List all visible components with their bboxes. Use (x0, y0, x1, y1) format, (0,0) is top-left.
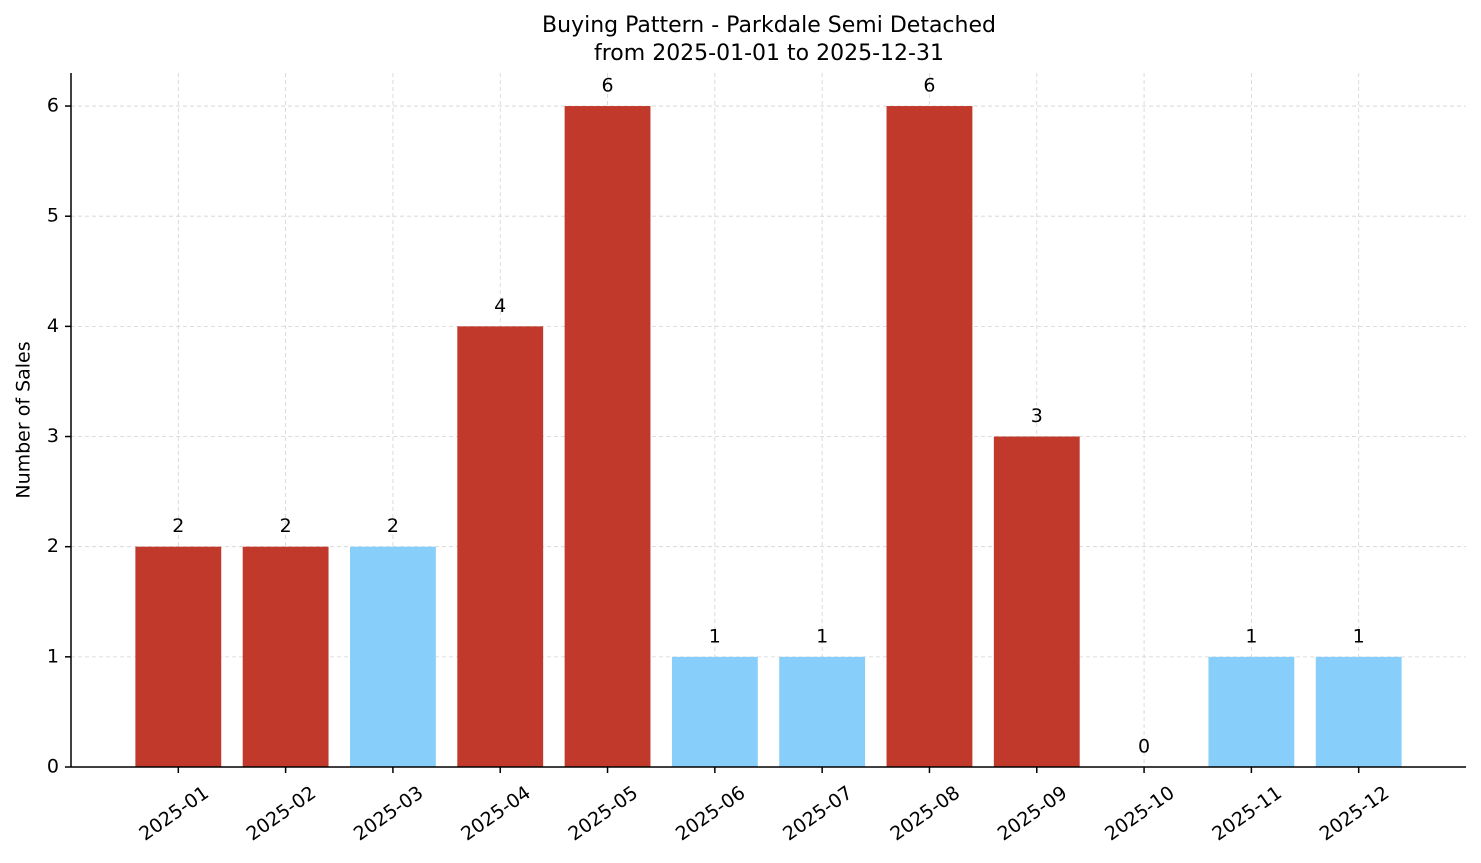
chart-title: Buying Pattern - Parkdale Semi Detached (542, 13, 996, 38)
y-tick-label: 3 (47, 425, 59, 447)
x-tick-label: 2025-12 (1316, 782, 1394, 846)
bar (993, 436, 1080, 767)
bar (671, 656, 758, 767)
x-tick-label: 2025-03 (350, 782, 428, 846)
x-tick-label: 2025-10 (1101, 782, 1179, 846)
x-tick-label: 2025-11 (1208, 782, 1286, 846)
x-tick-label: 2025-06 (672, 782, 750, 846)
y-tick-label: 2 (47, 535, 59, 557)
value-label: 1 (1353, 625, 1365, 647)
value-label: 2 (172, 515, 184, 537)
bar (779, 656, 866, 767)
value-label: 1 (709, 625, 721, 647)
y-axis-label: Number of Sales (13, 341, 35, 498)
y-tick-label: 6 (47, 95, 59, 117)
x-tick-label: 2025-04 (457, 782, 535, 846)
bar (564, 106, 651, 768)
x-tick-label: 2025-09 (994, 782, 1072, 846)
bar (457, 326, 544, 767)
y-tick-label: 4 (47, 315, 59, 337)
value-label: 2 (280, 515, 292, 537)
y-tick-label: 1 (47, 645, 59, 667)
value-label: 4 (494, 295, 506, 317)
bar (886, 106, 973, 768)
y-tick-label: 5 (47, 205, 59, 227)
value-label: 6 (601, 75, 613, 97)
bar (1315, 656, 1402, 767)
x-tick-label: 2025-07 (779, 782, 857, 846)
bar (135, 546, 222, 767)
bar (350, 546, 436, 767)
bar (1208, 656, 1295, 767)
value-label: 1 (1245, 625, 1257, 647)
y-tick-label: 0 (47, 756, 59, 778)
bar (242, 546, 329, 767)
value-label: 1 (816, 625, 828, 647)
x-tick-label: 2025-01 (135, 782, 213, 846)
value-label: 6 (923, 75, 935, 97)
value-label: 3 (1031, 405, 1043, 427)
chart-subtitle: from 2025-01-01 to 2025-12-31 (594, 41, 944, 66)
x-tick-label: 2025-08 (886, 782, 964, 846)
x-tick-label: 2025-05 (564, 782, 642, 846)
value-label: 2 (387, 515, 399, 537)
value-label: 0 (1138, 736, 1150, 758)
x-tick-label: 2025-02 (243, 782, 321, 846)
